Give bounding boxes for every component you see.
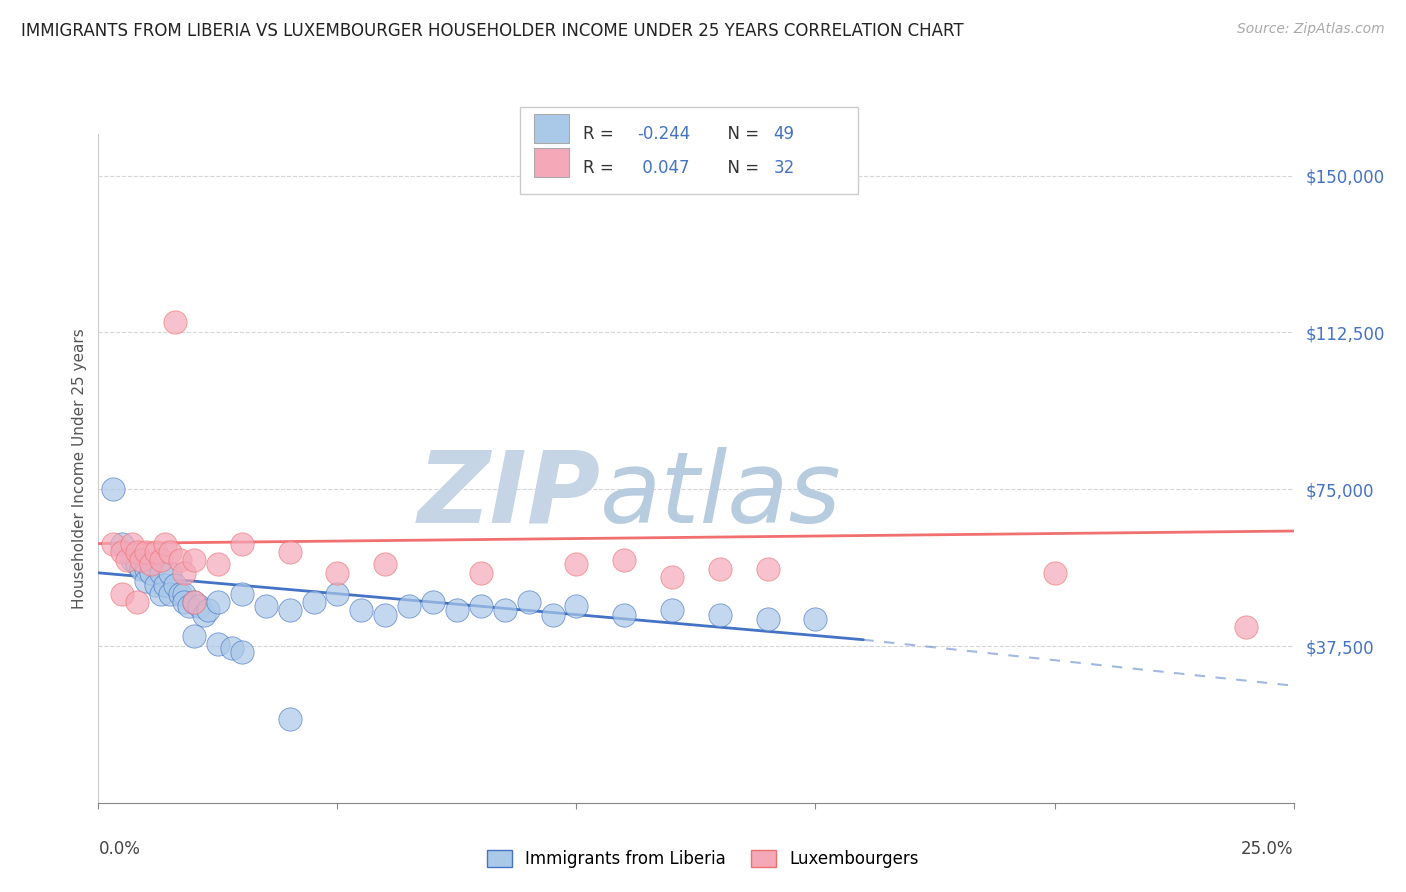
Point [173,587,195,601]
Point [135,562,157,576]
Point [149,587,172,601]
Point [183,628,205,642]
Point [101,482,124,496]
Point [125,558,148,572]
Point [613,553,636,567]
Text: -0.244: -0.244 [637,125,690,143]
Point [231,645,253,659]
Point [422,595,444,609]
Point [494,603,516,617]
Point [187,599,209,614]
Legend: Immigrants from Liberia, Luxembourgers: Immigrants from Liberia, Luxembourgers [481,843,925,875]
Point [278,712,301,726]
Text: N =: N = [717,159,765,177]
Point [145,578,167,592]
Point [207,595,229,609]
Text: Source: ZipAtlas.com: Source: ZipAtlas.com [1237,22,1385,37]
Text: 0.047: 0.047 [637,159,689,177]
Point [804,612,827,626]
Point [709,607,731,622]
Point [121,536,143,550]
Point [470,599,492,614]
Point [101,536,124,550]
Point [131,553,153,567]
Point [374,607,396,622]
Point [374,558,396,572]
Point [517,595,540,609]
Text: IMMIGRANTS FROM LIBERIA VS LUXEMBOURGER HOUSEHOLDER INCOME UNDER 25 YEARS CORREL: IMMIGRANTS FROM LIBERIA VS LUXEMBOURGER … [21,22,963,40]
Point [470,566,492,580]
Point [139,566,162,580]
Point [179,599,201,614]
Point [613,607,636,622]
Text: ZIP: ZIP [418,447,600,543]
Point [169,587,191,601]
Point [197,603,219,617]
Point [139,558,162,572]
Point [326,566,349,580]
Point [159,587,181,601]
Point [302,595,325,609]
Point [278,603,301,617]
Point [661,570,683,584]
Text: 0.0%: 0.0% [98,839,141,857]
Point [111,536,134,550]
Point [169,553,191,567]
Point [121,553,143,567]
Point [155,578,177,592]
Point [125,545,148,559]
Point [145,545,167,559]
Text: 25.0%: 25.0% [1241,839,1294,857]
Point [446,603,468,617]
Text: R =: R = [583,159,620,177]
Point [326,587,349,601]
Point [278,545,301,559]
Point [661,603,683,617]
Point [149,566,172,580]
Point [173,595,195,609]
Text: atlas: atlas [600,447,842,543]
Point [131,562,153,576]
Point [163,578,186,592]
Point [207,637,229,651]
Point [159,545,181,559]
Point [183,595,205,609]
Point [111,545,134,559]
Point [183,553,205,567]
Point [111,587,134,601]
Point [149,553,172,567]
Point [221,641,243,656]
Point [231,536,253,550]
Point [1234,620,1257,634]
Point [207,558,229,572]
Y-axis label: Householder Income Under 25 years: Householder Income Under 25 years [72,328,87,608]
Point [565,599,588,614]
Point [398,599,420,614]
Point [1043,566,1066,580]
Point [254,599,277,614]
Point [125,595,148,609]
Text: 32: 32 [773,159,794,177]
Text: R =: R = [583,125,620,143]
Point [183,595,205,609]
Point [231,587,253,601]
Point [756,562,779,576]
Point [173,566,195,580]
Point [155,536,177,550]
Point [350,603,373,617]
Point [135,545,157,559]
Point [163,315,186,329]
Point [193,607,215,622]
Point [541,607,564,622]
Point [135,574,157,589]
Point [756,612,779,626]
Text: N =: N = [717,125,765,143]
Point [115,553,138,567]
Point [159,566,181,580]
Text: 49: 49 [773,125,794,143]
Point [565,558,588,572]
Point [709,562,731,576]
